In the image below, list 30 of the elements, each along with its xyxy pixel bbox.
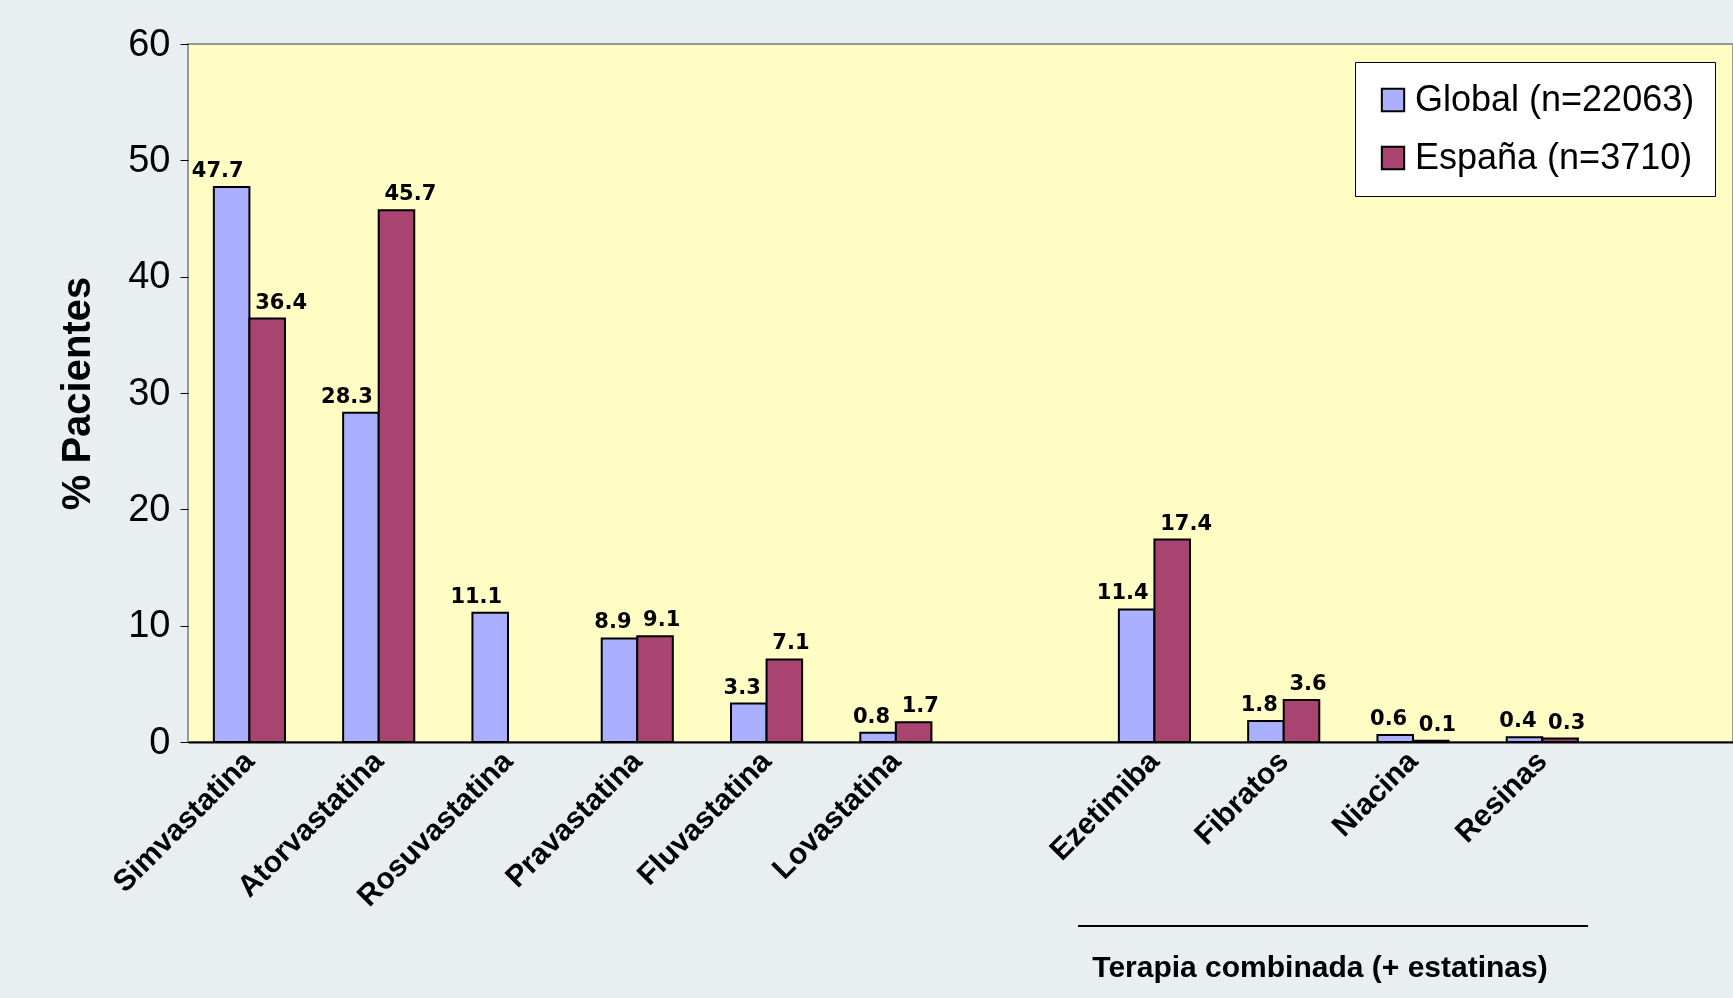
data-label: 0.6 [1370,706,1408,731]
data-label: 7.1 [772,630,810,655]
y-tick-label: 20 [128,486,171,529]
text: Terapia combinada (+ estatinas) [1091,950,1549,984]
data-label: 3.6 [1289,671,1327,696]
data-label: 1.8 [1240,692,1278,717]
y-tick-label: 10 [128,603,171,646]
data-label: 11.1 [450,583,503,608]
data-label: 28.3 [321,383,373,408]
y-tick-label: 40 [128,254,171,297]
data-label: 0.3 [1548,709,1586,734]
legend-label: Global (n=22063) [1415,78,1695,119]
y-axis-title: % Pacientes [54,276,99,511]
legend-label: España (n=3710) [1415,136,1693,177]
y-tick-label: 50 [128,137,171,180]
data-label: 0.4 [1499,708,1537,733]
y-tick-label: 0 [149,719,171,762]
data-label: 8.9 [594,609,632,634]
data-label: 17.4 [1160,510,1213,535]
data-label: 45.7 [384,181,437,206]
data-label: 3.3 [723,674,761,699]
data-label: 1.7 [901,693,939,718]
data-label: 9.1 [643,607,681,632]
data-label: 47.7 [191,158,244,183]
data-label: 0.8 [852,703,891,728]
y-tick-label: 60 [128,21,171,64]
data-label: 36.4 [255,289,308,314]
data-label: 0.1 [1418,711,1456,736]
y-tick-label: 30 [128,370,171,413]
data-label: 11.4 [1096,580,1149,605]
